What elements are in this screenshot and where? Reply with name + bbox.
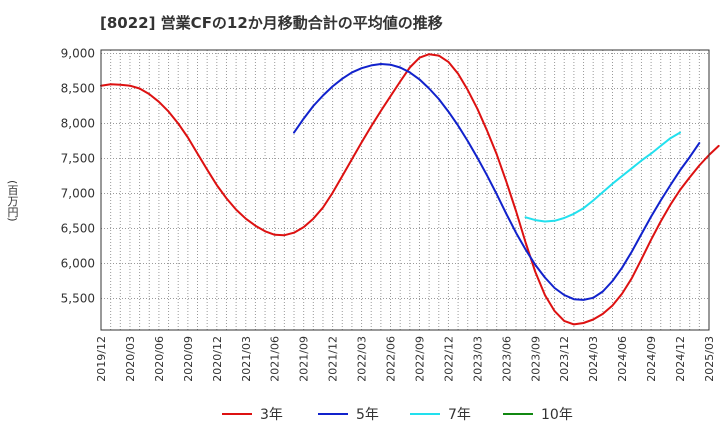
legend-item-3: 10年 [503,402,573,426]
series-line-0 [100,53,720,326]
x-tick-label: 2022/03 [356,336,369,382]
legend-item-2: 7年 [410,402,471,426]
y-tick-label: 8,000 [61,117,95,131]
y-tick-label: 7,500 [61,152,95,166]
x-tick-label: 2021/06 [269,336,282,382]
legend-swatch [318,413,348,415]
legend-swatch [503,413,533,415]
line-chart: 5,500 6,000 6,500 7,000 7,500 8,000 8,500 9,000… [61,47,720,382]
series-lines [100,53,720,326]
legend: 3年 5年 7年 10年 [0,402,720,426]
y-axis-label: (百万円) [6,180,19,222]
y-tick-labels: 5,500 6,000 6,500 7,000 7,500 8,000 8,500 9,000 [61,47,95,306]
series-line-1 [293,63,701,301]
legend-item-1: 5年 [318,402,379,426]
y-tick-label: 7,000 [61,187,95,201]
legend-label: 10年 [541,407,573,423]
x-tick-label: 2022/06 [385,336,398,382]
x-tick-label: 2024/12 [674,336,687,382]
x-tick-label: 2020/03 [124,336,137,382]
legend-label: 3年 [260,407,283,423]
y-tick-label: 8,500 [61,82,95,96]
x-tick-label: 2020/06 [153,336,166,382]
grid [101,50,709,330]
x-tick-label: 2024/06 [616,336,629,382]
x-tick-label: 2023/12 [558,336,571,382]
chart-title: [8022] 営業CFの12か月移動合計の平均値の推移 [100,14,443,32]
x-tick-label: 2021/12 [327,336,340,382]
legend-label: 7年 [448,407,471,423]
x-tick-label: 2022/12 [442,336,455,382]
x-tick-label: 2019/12 [95,336,108,382]
x-tick-label: 2022/09 [413,336,426,382]
x-tick-labels: 2019/12 2020/03 2020/06 2020/09 2020/12 2021/… [95,336,716,382]
y-tick-label: 6,000 [61,257,95,271]
legend-swatch [410,413,440,415]
x-tick-label: 2024/09 [645,336,658,382]
y-tick-label: 6,500 [61,222,95,236]
y-tick-label: 5,500 [61,292,95,306]
x-tick-label: 2021/03 [240,336,253,382]
x-tick-label: 2023/09 [529,336,542,382]
legend-label: 5年 [356,407,379,423]
x-tick-label: 2023/06 [500,336,513,382]
plot-frame [100,49,710,331]
legend-swatch [222,413,252,415]
series-line-2 [524,131,681,223]
legend-item-0: 3年 [222,402,283,426]
y-tick-label: 9,000 [61,47,95,61]
x-tick-label: 2023/03 [471,336,484,382]
x-tick-label: 2021/09 [298,336,311,382]
x-tick-label: 2025/03 [703,336,716,382]
x-tick-label: 2020/12 [211,336,224,382]
x-tick-label: 2020/09 [182,336,195,382]
x-tick-label: 2024/03 [587,336,600,382]
